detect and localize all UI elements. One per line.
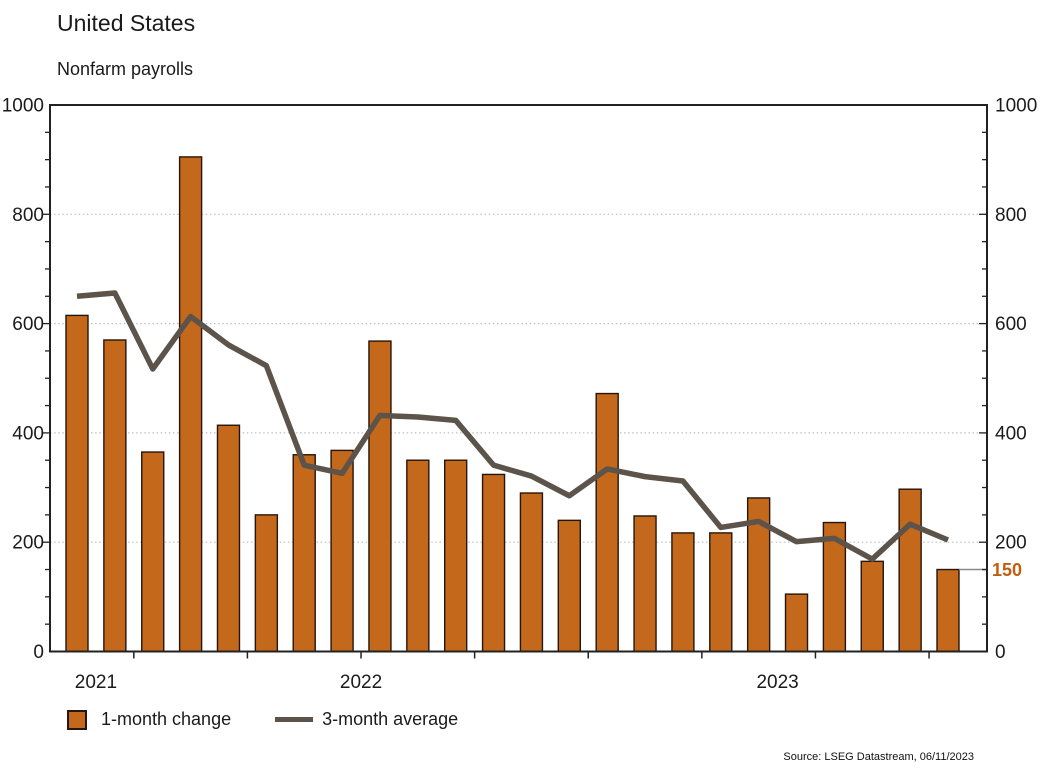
bar-Nov 2021 xyxy=(65,314,89,653)
axes xyxy=(42,104,988,659)
legend: 1-month change 3-month average xyxy=(67,709,458,730)
bar-Dec 2021 xyxy=(103,339,127,653)
bar-Sep 2022 xyxy=(443,459,468,653)
legend-item-bar: 1-month change xyxy=(67,709,231,730)
bar-Aug 2022 xyxy=(406,459,430,653)
bar-Feb 2023 xyxy=(633,515,657,653)
svg-text:400: 400 xyxy=(12,423,44,444)
bar-Aug 2023 xyxy=(860,560,884,653)
legend-item-line: 3-month average xyxy=(275,709,458,730)
svg-text:200: 200 xyxy=(12,533,44,554)
bar-Mar 2022 xyxy=(216,424,241,653)
payrolls-chart: 0 0 200 200 400 400 600 600 800 800 1000 1000 2021 20… xyxy=(2,96,1038,694)
legend-label-line: 3-month average xyxy=(322,709,459,729)
svg-text:600: 600 xyxy=(12,314,44,335)
bar-Oct 2023 xyxy=(936,568,960,653)
bar-Apr 2023 xyxy=(709,532,733,653)
bar-Oct 2022 xyxy=(481,473,506,653)
svg-text:0: 0 xyxy=(995,642,1006,663)
bar-Jun 2023 xyxy=(784,593,809,653)
bar-Apr 2022 xyxy=(254,514,279,653)
bar-Jan 2023 xyxy=(595,392,619,653)
svg-text:1000: 1000 xyxy=(995,96,1037,117)
svg-text:2022: 2022 xyxy=(340,672,382,693)
line-series-swatch xyxy=(275,717,314,722)
bar-Feb 2022 xyxy=(178,156,203,653)
bar-Mar 2023 xyxy=(671,532,695,653)
chart-title: United States xyxy=(57,10,196,36)
bar-series-swatch xyxy=(67,709,87,730)
svg-text:2023: 2023 xyxy=(756,672,798,693)
source-note: Source: LSEG Datastream, 06/11/2023 xyxy=(783,751,974,763)
bar-Jul 2022 xyxy=(368,340,392,653)
legend-label-bar: 1-month change xyxy=(101,709,232,729)
bar-Nov 2022 xyxy=(519,492,544,653)
svg-text:400: 400 xyxy=(995,423,1027,444)
svg-text:800: 800 xyxy=(995,205,1027,226)
bar-Jun 2022 xyxy=(330,449,354,653)
last-value-label: 150 xyxy=(992,559,1023,580)
chart-subtitle: Nonfarm payrolls xyxy=(57,59,194,79)
svg-text:600: 600 xyxy=(995,314,1027,335)
bar-Sep 2023 xyxy=(898,488,922,653)
bar-Jan 2022 xyxy=(141,451,165,653)
svg-text:0: 0 xyxy=(33,642,44,663)
bar-May 2022 xyxy=(292,454,316,653)
svg-text:200: 200 xyxy=(995,533,1027,554)
bar-series xyxy=(65,156,960,653)
gridlines xyxy=(50,213,987,543)
svg-text:800: 800 xyxy=(12,205,44,226)
bar-Dec 2022 xyxy=(557,519,582,653)
svg-text:2021: 2021 xyxy=(75,672,117,693)
axis-labels: 0 0 200 200 400 400 600 600 800 800 1000 1000 2021 20… xyxy=(2,96,1038,694)
svg-text:1000: 1000 xyxy=(2,96,44,117)
